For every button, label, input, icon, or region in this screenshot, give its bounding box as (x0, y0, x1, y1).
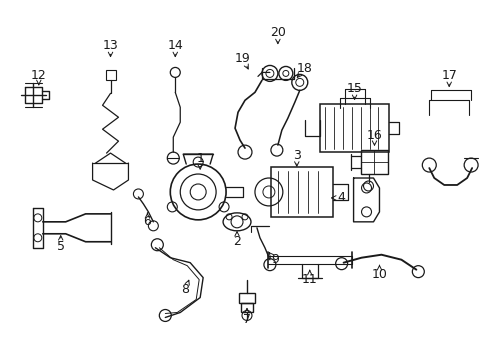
Text: 15: 15 (346, 82, 363, 95)
Bar (361, 150, 389, 174)
Text: 4: 4 (338, 192, 345, 204)
Text: 13: 13 (102, 39, 119, 52)
Bar (241, 302, 253, 312)
Text: 10: 10 (371, 268, 388, 281)
Text: 3: 3 (293, 149, 301, 162)
Bar (105, 71, 116, 80)
Text: 11: 11 (302, 273, 318, 286)
Text: 2: 2 (233, 235, 241, 248)
Text: 19: 19 (235, 52, 251, 65)
Text: 9: 9 (271, 253, 279, 266)
Text: 20: 20 (270, 26, 286, 39)
Text: 8: 8 (181, 283, 189, 296)
Text: 1: 1 (196, 152, 204, 165)
Text: 5: 5 (57, 240, 65, 253)
Text: 14: 14 (168, 39, 183, 52)
Text: 6: 6 (144, 215, 151, 228)
Text: 16: 16 (367, 129, 382, 142)
Text: 12: 12 (31, 69, 47, 82)
Text: 18: 18 (297, 62, 313, 75)
Bar (319, 104, 390, 152)
Text: 7: 7 (243, 313, 251, 326)
Bar (271, 167, 333, 217)
Text: 17: 17 (441, 69, 457, 82)
Bar (239, 293, 255, 302)
